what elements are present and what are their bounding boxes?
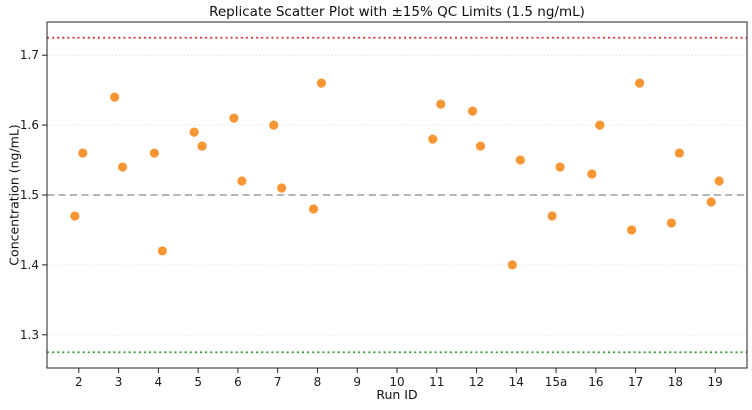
data-point-replicate-1-run-5 [189, 127, 199, 137]
data-point-replicate-1-run-16 [587, 169, 597, 179]
x-axis-label: Run ID [376, 387, 418, 402]
data-point-replicate-1-run-14 [507, 260, 517, 270]
data-point-replicate-2-run-17 [635, 78, 645, 88]
data-point-replicate-2-run-18 [674, 148, 684, 158]
data-point-replicate-2-run-5 [197, 141, 207, 151]
data-point-replicate-2-run-15a [555, 162, 565, 172]
data-point-replicate-2-run-6 [237, 176, 247, 186]
data-point-replicate-2-run-11 [436, 99, 446, 109]
data-point-replicate-2-run-4 [157, 246, 167, 256]
data-point-replicate-1-run-15a [547, 211, 557, 221]
x-tick-label: 19 [708, 375, 723, 389]
x-tick-label: 5 [194, 375, 202, 389]
x-tick-label: 12 [469, 375, 484, 389]
y-tick-label: 1.3 [20, 328, 39, 342]
y-tick-label: 1.5 [20, 188, 39, 202]
data-point-replicate-1-run-18 [666, 218, 677, 228]
data-point-replicate-2-run-12 [475, 141, 486, 151]
data-point-replicate-1-run-17 [627, 225, 637, 235]
data-point-replicate-2-run-2 [78, 148, 88, 158]
x-tick-label: 8 [314, 375, 322, 389]
data-point-replicate-2-run-7 [277, 183, 287, 193]
data-point-replicate-1-run-6 [229, 113, 239, 123]
x-tick-label: 11 [429, 375, 444, 389]
data-point-replicate-1-run-2 [70, 211, 80, 221]
x-tick-label: 17 [628, 375, 643, 389]
x-tick-label: 9 [353, 375, 361, 389]
x-tick-label: 2 [75, 375, 83, 389]
data-point-replicate-1-run-4 [149, 148, 159, 158]
data-point-replicate-2-run-3 [117, 162, 128, 172]
chart-title: Replicate Scatter Plot with ±15% QC Limi… [209, 4, 585, 20]
data-point-replicate-2-run-19 [714, 176, 724, 186]
y-tick-label: 1.7 [20, 48, 39, 62]
y-tick-label: 1.6 [20, 118, 39, 132]
x-tick-label: 7 [274, 375, 282, 389]
data-point-replicate-2-run-16 [595, 120, 605, 130]
data-point-replicate-1-run-11 [428, 134, 438, 144]
data-point-replicate-1-run-7 [269, 120, 279, 130]
x-tick-label: 10 [389, 375, 404, 389]
x-tick-label: 14 [509, 375, 524, 389]
x-tick-label: 3 [115, 375, 123, 389]
data-point-replicate-1-run-8 [308, 204, 319, 214]
data-point-replicate-1-run-12 [467, 106, 478, 116]
data-point-replicate-2-run-14 [515, 155, 525, 165]
data-point-replicate-2-run-8 [316, 78, 327, 88]
y-axis-label: Concentration (ng/mL) [6, 124, 22, 266]
x-tick-label: 15a [545, 375, 568, 389]
y-tick-label: 1.4 [20, 258, 39, 272]
x-tick-label: 18 [668, 375, 683, 389]
data-point-replicate-1-run-19 [706, 197, 716, 207]
x-tick-label: 16 [588, 375, 603, 389]
x-tick-label: 6 [234, 375, 242, 389]
x-tick-label: 4 [155, 375, 163, 389]
data-point-replicate-1-run-3 [110, 92, 120, 102]
